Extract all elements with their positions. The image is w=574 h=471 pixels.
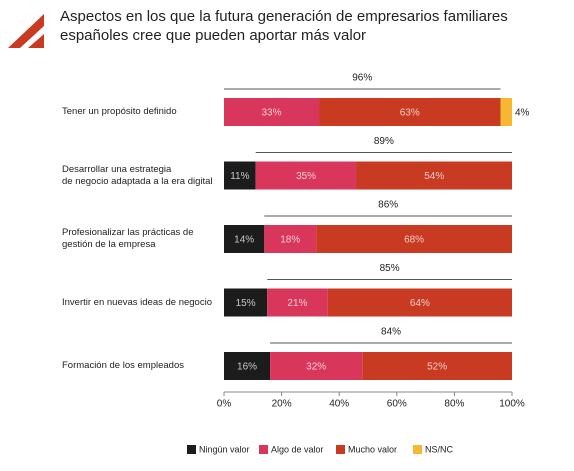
legend-swatch bbox=[259, 445, 268, 454]
bar-segment bbox=[224, 225, 265, 253]
bar-segment bbox=[362, 352, 512, 380]
value-label: 64% bbox=[410, 298, 430, 309]
bar-segment bbox=[327, 288, 512, 317]
value-label: 18% bbox=[280, 235, 300, 246]
value-label: 15% bbox=[236, 298, 256, 309]
value-label: 11% bbox=[230, 171, 249, 182]
value-label: 68% bbox=[404, 235, 424, 246]
bar-segment bbox=[224, 352, 271, 380]
legend-label: Mucho valor bbox=[348, 444, 397, 454]
value-label: 4% bbox=[515, 108, 530, 119]
bar-segment bbox=[255, 161, 357, 190]
x-tick-label: 60% bbox=[387, 399, 407, 410]
value-label: 54% bbox=[424, 171, 444, 182]
chart-title: Aspectos en los que la futura generación… bbox=[60, 8, 508, 44]
total-label: 86% bbox=[378, 200, 398, 211]
x-tick-label: 0% bbox=[217, 399, 232, 410]
bar-segment bbox=[224, 98, 320, 126]
x-tick-label: 40% bbox=[329, 399, 349, 410]
category-label: Tener un propósito definido bbox=[62, 106, 177, 117]
bar-segment bbox=[500, 98, 512, 126]
category-label: Desarrollar una estrategia de negocio ad… bbox=[62, 163, 213, 187]
legend-label: Ningún valor bbox=[199, 444, 250, 454]
category-label: Invertir en nuevas ideas de negocio bbox=[62, 296, 212, 308]
value-label: 16% bbox=[237, 362, 257, 373]
legend-label: Algo de valor bbox=[271, 444, 324, 454]
bar-segment bbox=[319, 98, 501, 126]
legend-swatch bbox=[413, 445, 422, 454]
legend-swatch bbox=[336, 445, 345, 454]
value-label: 52% bbox=[427, 362, 447, 373]
category-label: Formación de los empleados bbox=[62, 360, 184, 371]
x-tick-label: 100% bbox=[499, 399, 525, 410]
value-label: 21% bbox=[287, 298, 307, 309]
value-label: 14% bbox=[234, 235, 254, 246]
legend-label: NS/NC bbox=[425, 444, 454, 454]
total-label: 89% bbox=[374, 136, 394, 147]
bar-segment bbox=[267, 288, 328, 317]
bar-segment bbox=[264, 225, 317, 253]
total-label: 85% bbox=[380, 263, 400, 274]
total-label: 84% bbox=[381, 327, 401, 338]
logo-stripe bbox=[20, 26, 44, 48]
x-tick-label: 80% bbox=[444, 399, 464, 410]
category-label: Profesionalizar las prácticas de gestión… bbox=[62, 227, 194, 250]
bar-segment bbox=[224, 161, 256, 190]
bar-segment bbox=[356, 161, 512, 190]
value-label: 33% bbox=[262, 108, 282, 119]
legend-swatch bbox=[187, 445, 196, 454]
x-tick-label: 20% bbox=[272, 399, 292, 410]
value-label: 63% bbox=[400, 108, 420, 119]
value-label: 32% bbox=[306, 362, 326, 373]
bar-segment bbox=[316, 225, 512, 253]
total-label: 96% bbox=[352, 73, 372, 84]
value-label: 35% bbox=[296, 171, 316, 182]
bar-segment bbox=[224, 288, 268, 317]
bar-segment bbox=[270, 352, 363, 380]
